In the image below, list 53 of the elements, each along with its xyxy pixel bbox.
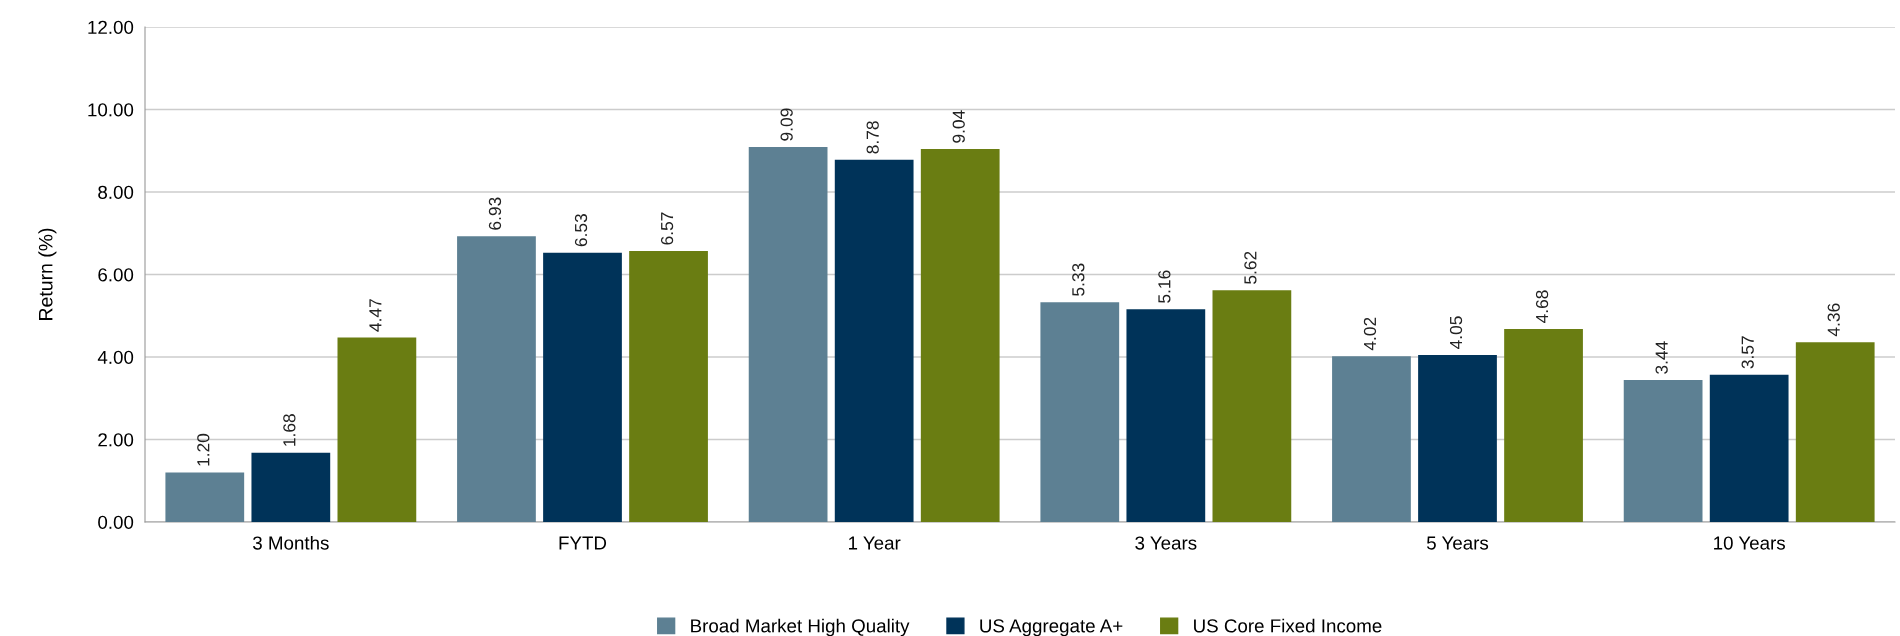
data-label: 4.47: [369, 299, 382, 332]
x-tick-label: 1 Year: [849, 536, 901, 550]
data-label: 4.68: [1535, 290, 1549, 323]
data-label: 6.93: [488, 197, 502, 230]
legend-label: US Aggregate A+: [980, 619, 1123, 636]
bar: [251, 452, 331, 522]
data-label: 1.20: [197, 433, 210, 466]
bar: [748, 147, 828, 522]
bar: [457, 236, 536, 522]
bar: [1126, 309, 1206, 522]
bar: [1418, 354, 1497, 522]
data-label: 1.68: [283, 414, 296, 446]
y-tick-label: 2.00: [98, 433, 134, 447]
data-label: 8.78: [866, 121, 879, 154]
bar: [165, 472, 245, 522]
x-tick-label: 5 Years: [1426, 536, 1489, 550]
y-tick-label: 0.00: [98, 515, 134, 529]
bar: [337, 337, 417, 522]
data-label: 4.05: [1449, 316, 1463, 349]
y-tick-label: 10.00: [88, 103, 134, 117]
data-label: 5.62: [1244, 251, 1257, 284]
y-axis-title: Return (%): [38, 228, 57, 320]
bar: [1709, 374, 1789, 522]
y-tick-label: 12.00: [88, 20, 134, 34]
data-label: 9.09: [780, 108, 793, 141]
x-tick-label: 3 Months: [252, 535, 329, 550]
x-tick-label: 3 Years: [1135, 536, 1197, 550]
bar: [1332, 356, 1411, 522]
x-tick-label: FYTD: [559, 536, 607, 550]
legend-label: US Core Fixed Income: [1194, 618, 1382, 633]
bar: [920, 149, 1000, 522]
bar: [1504, 328, 1583, 522]
bar: [543, 252, 622, 522]
data-label: 5.33: [1072, 263, 1085, 296]
data-label: 4.36: [1827, 303, 1840, 337]
y-tick-label: 4.00: [97, 350, 134, 364]
data-label: 3.57: [1741, 336, 1754, 369]
x-tick-label: 10 Years: [1714, 536, 1785, 550]
bar: [1795, 342, 1875, 522]
y-tick-label: 8.00: [98, 185, 134, 199]
bar: [834, 159, 914, 522]
bar: [1212, 290, 1292, 522]
legend-label: Broad Market High Quality: [691, 618, 910, 636]
data-label: 3.44: [1655, 341, 1668, 374]
bar: [1623, 380, 1703, 522]
bar: [1040, 302, 1120, 522]
y-tick-label: 6.00: [98, 268, 134, 282]
data-label: 9.04: [952, 110, 965, 143]
bar: [629, 250, 708, 522]
data-label: 6.53: [574, 214, 588, 247]
data-label: 5.16: [1158, 270, 1171, 303]
data-label: 4.02: [1363, 317, 1377, 351]
data-label: 6.57: [660, 212, 674, 245]
